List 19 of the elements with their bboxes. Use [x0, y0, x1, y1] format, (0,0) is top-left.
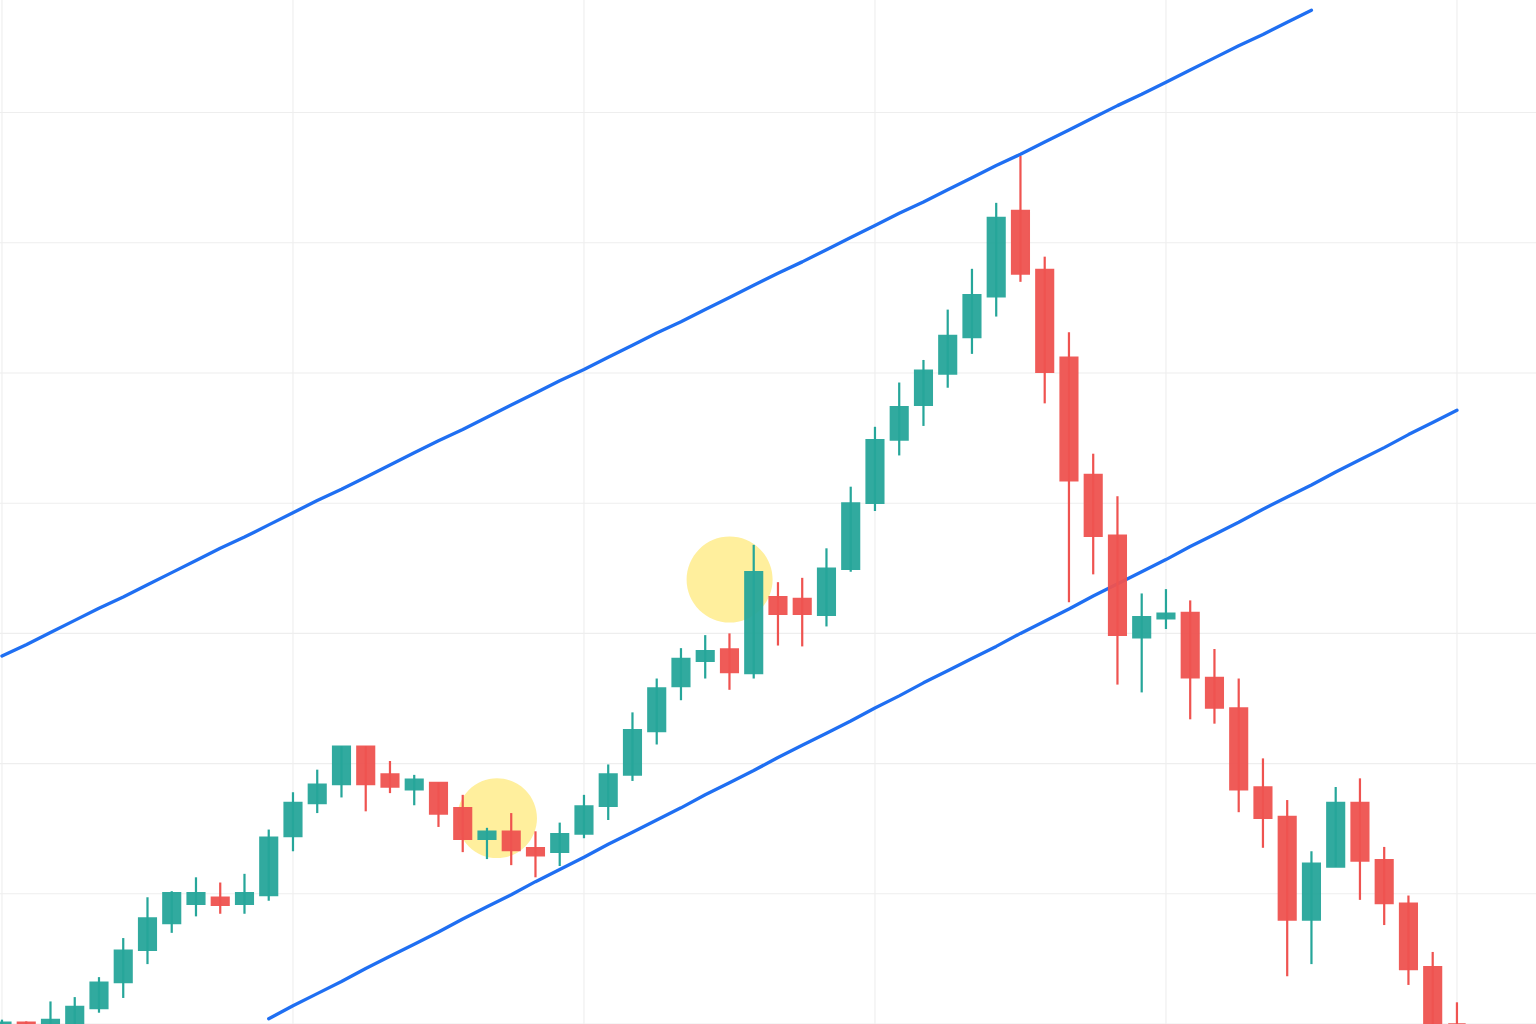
candlestick: [768, 581, 788, 647]
candlestick: [525, 830, 546, 879]
candlestick: [404, 773, 424, 807]
candlestick: [501, 811, 521, 867]
candlestick: [186, 876, 206, 918]
candlestick: [307, 768, 327, 815]
candlestick: [719, 632, 740, 691]
candlestick: [40, 1000, 61, 1024]
candlestick: [1132, 592, 1152, 694]
candlestick: [380, 759, 400, 795]
candlestick: [550, 821, 570, 868]
candlestick: [1156, 588, 1176, 631]
candlestick: [695, 634, 715, 680]
candlestick: [210, 881, 230, 915]
candlestick: [792, 576, 812, 648]
candlestick: [1447, 1001, 1467, 1024]
candlestick: [65, 995, 85, 1024]
candlestick: [234, 872, 255, 915]
candlestick: [477, 826, 497, 861]
